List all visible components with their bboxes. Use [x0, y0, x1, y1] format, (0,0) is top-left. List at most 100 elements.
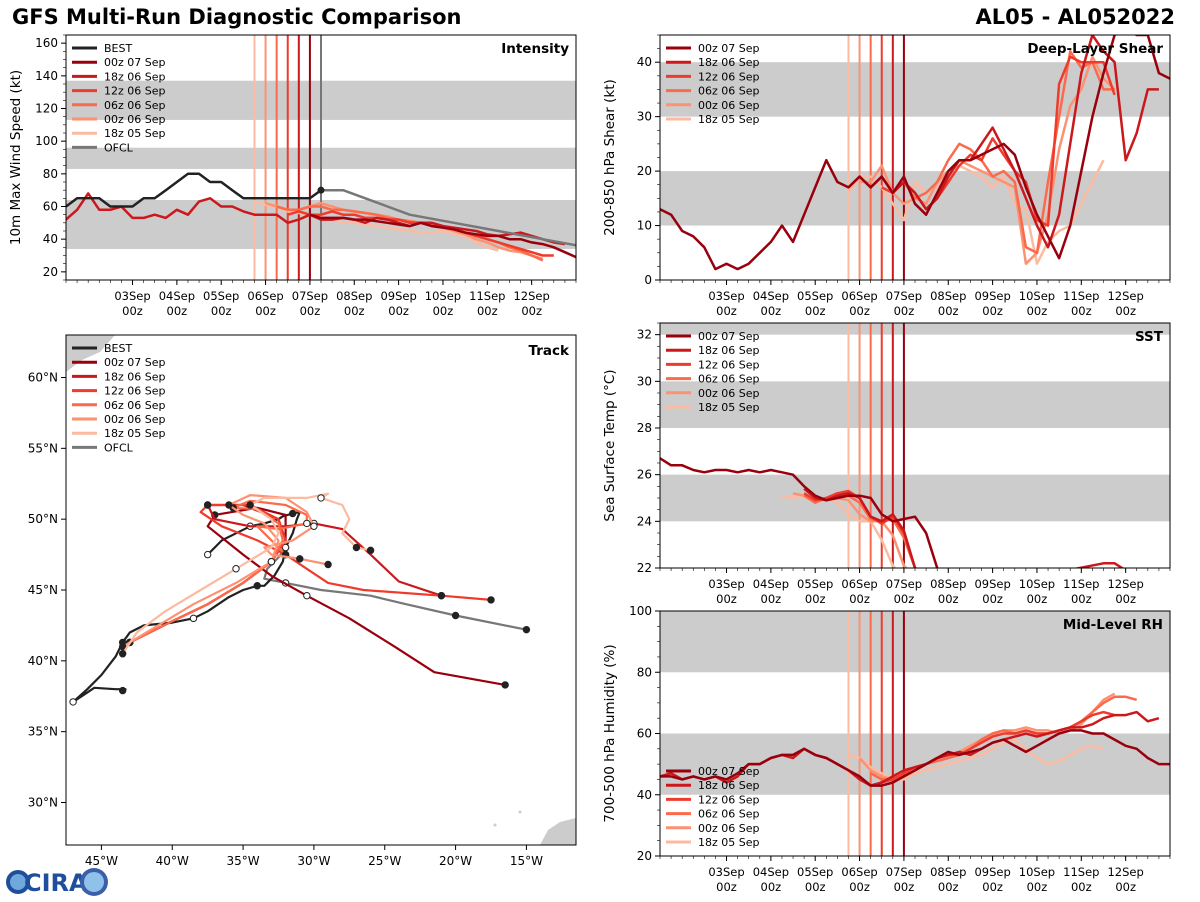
- track-xtick-label: 15°W: [510, 854, 543, 868]
- track-legend-label-00z-07-sep: 00z 07 Sep: [104, 356, 166, 369]
- sst-series-18z-06-sep: [803, 487, 1125, 568]
- shear-xtick-label-hour: 00z: [982, 304, 1003, 318]
- sst-xtick-label: 06Sep: [841, 577, 877, 591]
- island-landmass: [493, 823, 497, 827]
- shear-ytick-label: 0: [644, 273, 652, 287]
- track-point-ofcl: [451, 611, 460, 620]
- track-xtick-label: 35°W: [227, 854, 260, 868]
- rh-legend-label-00z-07-sep: 00z 07 Sep: [698, 765, 760, 778]
- track-point-best: [69, 698, 77, 706]
- shear-legend-label-18z-05-sep: 18z 05 Sep: [698, 113, 760, 126]
- shear-series-18z-05-sep: [847, 159, 1105, 265]
- track-legend-label-00z-06-sep: 00z 06 Sep: [104, 413, 166, 426]
- shear-legend-label-00z-06-sep: 00z 06 Sep: [698, 99, 760, 112]
- shear-xtick-label: 11Sep: [1063, 289, 1099, 303]
- sst-ytick-label: 32: [637, 328, 652, 342]
- intensity-xtick-label: 11Sep: [469, 289, 505, 303]
- intensity-xtick-label-hour: 00z: [211, 304, 232, 318]
- rh-ytick-label: 20: [637, 849, 652, 863]
- rh-plot-area: [660, 611, 1170, 856]
- sst-xtick-label: 10Sep: [1019, 577, 1055, 591]
- track-ytick-label: 45°N: [28, 583, 58, 597]
- shear-title: Deep-Layer Shear: [1027, 41, 1163, 57]
- track-point-18z-05-sep: [366, 546, 375, 555]
- shear-xtick-label: 12Sep: [1107, 289, 1143, 303]
- sst-ytick-label: 22: [637, 561, 652, 575]
- rh-xtick-label: 06Sep: [841, 865, 877, 879]
- track-xtick-label: 25°W: [368, 854, 401, 868]
- track-series-00z-06-sep: [122, 494, 329, 648]
- intensity-legend-label-18z-05-sep: 18z 05 Sep: [104, 127, 166, 140]
- sst-xtick-label-hour: 00z: [849, 592, 870, 606]
- intensity-panel: 2040608010012014016003Sep00z04Sep00z05Se…: [8, 34, 577, 318]
- rh-xtick-label-hour: 00z: [716, 880, 737, 894]
- track-legend-label-18z-06-sep: 18z 06 Sep: [104, 370, 166, 383]
- track-point-00z-07-sep: [501, 681, 509, 689]
- shear-ylabel: 200-850 hPa Shear (kt): [602, 79, 618, 236]
- intensity-xtick-label: 04Sep: [159, 289, 195, 303]
- intensity-plot-area: [66, 35, 576, 280]
- track-legend-label-12z-06-sep: 12z 06 Sep: [104, 385, 166, 398]
- intensity-xtick-label: 08Sep: [336, 289, 372, 303]
- track-point-12z-06-sep: [487, 596, 495, 604]
- rh-xtick-label-hour: 00z: [1115, 880, 1136, 894]
- intensity-ytick-label: 20: [43, 265, 58, 279]
- track-xtick-label: 45°W: [85, 854, 118, 868]
- intensity-title: Intensity: [501, 41, 569, 57]
- shear-ytick-label: 30: [637, 110, 652, 124]
- shear-xtick-label: 03Sep: [708, 289, 744, 303]
- intensity-xtick-label-hour: 00z: [255, 304, 276, 318]
- rh-xtick-label: 05Sep: [797, 865, 833, 879]
- sst-series-00z-07-sep: [660, 457, 939, 568]
- intensity-xtick-label-hour: 00z: [433, 304, 454, 318]
- intensity-ytick-label: 140: [35, 69, 58, 83]
- track-ytick-label: 50°N: [28, 512, 58, 526]
- shear-xtick-label: 08Sep: [930, 289, 966, 303]
- rh-xtick-label-hour: 00z: [1027, 880, 1048, 894]
- sst-xtick-label-hour: 00z: [894, 592, 915, 606]
- shear-series-00z-07-sep: [660, 35, 1170, 271]
- rh-band-0: [660, 733, 1170, 795]
- storm-id: AL05 - AL052022: [975, 5, 1176, 29]
- sst-legend-label-18z-06-sep: 18z 06 Sep: [698, 344, 760, 357]
- sst-xtick-label-hour: 00z: [716, 592, 737, 606]
- rh-ytick-label: 60: [637, 727, 652, 741]
- sst-ytick-label: 26: [637, 468, 652, 482]
- sst-legend-label-00z-07-sep: 00z 07 Sep: [698, 330, 760, 343]
- sst-legend-label-18z-05-sep: 18z 05 Sep: [698, 401, 760, 414]
- intensity-xtick-label-hour: 00z: [477, 304, 498, 318]
- shear-ytick-label: 20: [637, 164, 652, 178]
- shear-xtick-label-hour: 00z: [716, 304, 737, 318]
- rh-xtick-label-hour: 00z: [982, 880, 1003, 894]
- track-point-00z-06-sep: [324, 560, 332, 569]
- track-point-06z-06-sep: [303, 519, 311, 528]
- rh-legend-label-18z-06-sep: 18z 06 Sep: [698, 779, 760, 792]
- sst-xtick-label: 03Sep: [708, 577, 744, 591]
- sst-xtick-label-hour: 00z: [1071, 592, 1092, 606]
- track-point-best: [253, 582, 261, 590]
- track-point-00z-07-sep: [303, 591, 311, 600]
- rh-xtick-label-hour: 00z: [761, 880, 782, 894]
- track-point-00z-06-sep: [225, 501, 233, 509]
- rh-title: Mid-Level RH: [1063, 617, 1163, 633]
- sst-xtick-label: 09Sep: [974, 577, 1010, 591]
- track-xtick-label: 40°W: [156, 854, 189, 868]
- track-legend-label-06z-06-sep: 06z 06 Sep: [104, 399, 166, 412]
- rh-xtick-label: 09Sep: [974, 865, 1010, 879]
- intensity-xtick-label-hour: 00z: [344, 304, 365, 318]
- shear-xtick-label: 10Sep: [1019, 289, 1055, 303]
- shear-xtick-label-hour: 00z: [938, 304, 959, 318]
- track-point-18z-05-sep: [246, 501, 254, 509]
- logo-seal-inner-icon: [84, 872, 104, 892]
- shear-xtick-label: 09Sep: [974, 289, 1010, 303]
- track-point-18z-05-sep: [232, 565, 240, 573]
- shear-xtick-label-hour: 00z: [1027, 304, 1048, 318]
- track-point-18z-05-sep: [317, 494, 325, 502]
- page-title: GFS Multi-Run Diagnostic Comparison: [12, 5, 462, 29]
- sst-legend-label-12z-06-sep: 12z 06 Sep: [698, 358, 760, 371]
- track-point-best: [118, 686, 127, 695]
- sst-xtick-label: 11Sep: [1063, 577, 1099, 591]
- sst-xtick-label-hour: 00z: [1027, 592, 1048, 606]
- shear-xtick-label-hour: 00z: [1071, 304, 1092, 318]
